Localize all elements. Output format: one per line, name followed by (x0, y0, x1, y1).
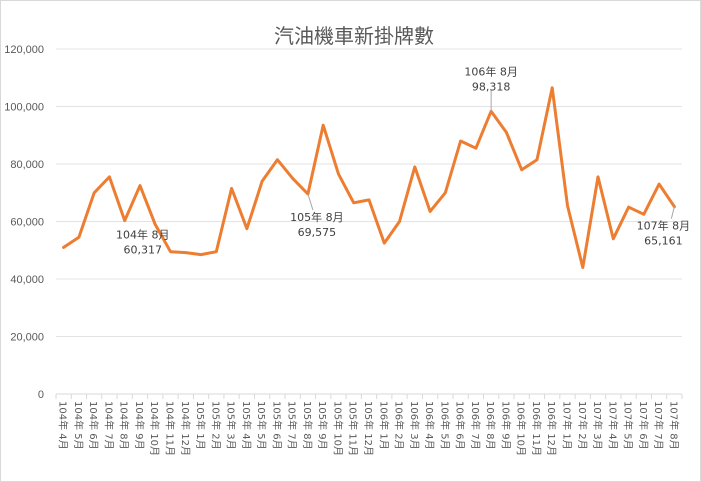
x-tick-label: 106年 6月 (454, 401, 467, 450)
x-tick-label: 107年 1月 (560, 401, 573, 450)
x-tick-label: 105年 10月 (331, 401, 344, 456)
data-annotations: 104年 8月 60,317 105年 8月 69,575 106年 8月 98,318 1… (116, 64, 690, 256)
x-tick-label: 107年 3月 (591, 401, 604, 450)
y-tick-label: 0 (38, 389, 44, 401)
annotation-label: 106年 8月 (464, 64, 518, 78)
x-tick-label: 104年 5月 (72, 401, 85, 450)
x-tick-label: 106年 10月 (515, 401, 528, 456)
x-tick-label: 105年 8月 (301, 401, 314, 450)
x-tick-label: 106年 4月 (423, 401, 436, 450)
x-tick-label: 106年 7月 (469, 401, 482, 450)
x-tick-label: 107年 6月 (637, 401, 650, 450)
x-tick-label: 104年 10月 (148, 401, 161, 456)
gridlines (56, 48, 682, 395)
x-tick-label: 106年 12月 (545, 401, 558, 456)
annotation-label: 104年 8月 (116, 228, 170, 242)
annotation-value: 69,575 (298, 226, 337, 239)
x-tick-label: 105年 11月 (347, 401, 360, 456)
annotation-leader (670, 206, 675, 219)
x-tick-label: 106年 8月 (484, 401, 497, 450)
x-tick-label: 105年 1月 (194, 401, 207, 450)
x-tick-label: 105年 3月 (225, 401, 238, 450)
chart-title: 汽油機車新掛牌數 (274, 24, 434, 48)
x-tick-label: 106年 2月 (393, 401, 406, 450)
x-tick-label: 107年 8月 (667, 401, 680, 450)
x-tick-label: 107年 7月 (652, 401, 665, 450)
y-tick-label: 100,000 (4, 102, 44, 114)
x-tick-label: 106年 9月 (499, 401, 512, 450)
x-tick-label: 105年 4月 (240, 401, 253, 450)
series-line-group (62, 86, 676, 269)
x-tick-label: 104年 9月 (133, 401, 146, 450)
y-tick-label: 20,000 (10, 332, 44, 344)
y-axis-ticks: 0 20,000 40,000 60,000 80,000 100,000 120,000 (4, 44, 44, 401)
annotation-value: 98,318 (472, 80, 511, 93)
x-tick-label: 105年 12月 (362, 401, 375, 456)
x-tick-label: 107年 5月 (622, 401, 635, 450)
x-tick-label: 105年 6月 (270, 401, 283, 450)
x-tick-label: 105年 7月 (286, 401, 299, 450)
y-tick-label: 80,000 (10, 159, 44, 171)
x-tick-label: 104年 6月 (87, 401, 100, 450)
annotation-value: 60,317 (123, 244, 162, 257)
series-line (62, 86, 676, 269)
x-tick-label: 104年 12月 (179, 401, 192, 456)
annotation-label: 105年 8月 (290, 210, 344, 224)
annotation-leader (307, 193, 314, 211)
x-tick-label: 106年 3月 (408, 401, 421, 450)
x-tick-label: 106年 11月 (530, 401, 543, 456)
x-tick-label: 107年 4月 (606, 401, 619, 450)
x-tick-label: 104年 7月 (102, 401, 115, 450)
x-tick-label: 105年 5月 (255, 401, 268, 450)
y-tick-label: 40,000 (10, 274, 44, 286)
x-tick-label: 105年 9月 (316, 401, 329, 450)
y-tick-label: 60,000 (10, 217, 44, 229)
annotation-label: 107年 8月 (637, 219, 691, 233)
x-axis: 104年 4月 104年 5月 104年 6月 104年 7月 104年 8月 104年 … (55, 394, 683, 456)
x-tick-label: 106年 1月 (377, 401, 390, 450)
x-tick-label: 106年 5月 (438, 401, 451, 450)
x-tick-label: 107年 2月 (576, 401, 589, 450)
y-tick-label: 120,000 (4, 44, 44, 56)
x-tick-label: 105年 2月 (209, 401, 222, 450)
x-tick-label: 104年 11月 (164, 401, 177, 456)
x-tick-label: 104年 8月 (118, 401, 131, 450)
annotation-value: 65,161 (644, 235, 683, 248)
x-tick-label: 104年 4月 (57, 401, 70, 450)
